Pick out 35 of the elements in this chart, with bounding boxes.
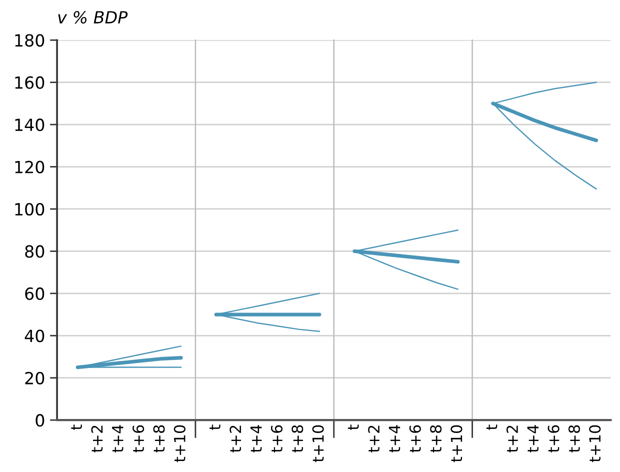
x-tick-label: t+8	[430, 425, 442, 452]
x-tick-label: t	[210, 424, 220, 430]
x-tick-label: t+4	[388, 425, 400, 452]
x-tick-label: t+2	[368, 426, 380, 452]
x-tick-label: t+10	[174, 425, 186, 462]
y-tick-label: 40	[24, 330, 44, 342]
x-tick-label: t+6	[548, 425, 560, 452]
y-tick-label: 120	[15, 160, 44, 174]
y-tick-label: 160	[15, 76, 44, 89]
y-tick-label: 100	[15, 202, 44, 216]
y-tick-label: 20	[25, 372, 44, 384]
x-tick-label: t+8	[153, 425, 165, 452]
y-tick-label: 60	[25, 287, 44, 300]
x-tick-label: t+6	[270, 425, 283, 452]
x-tick-label: t+4	[250, 425, 262, 452]
x-tick-label: t+8	[292, 425, 304, 452]
x-tick-label: t+6	[132, 425, 144, 452]
x-tick-label: t	[348, 424, 359, 430]
x-tick-label: t+6	[409, 425, 421, 452]
y-tick-label: 140	[15, 118, 44, 132]
y-tick-label: 80	[25, 245, 44, 258]
x-tick-label: t+10	[312, 425, 324, 462]
y-axis-title: v % BDP	[58, 10, 128, 24]
x-tick-label: t	[71, 424, 82, 430]
y-tick-label: 180	[15, 34, 44, 47]
x-tick-label: t+2	[506, 426, 518, 452]
y-tick-label: 0	[36, 414, 44, 427]
x-tick-label: t+4	[527, 425, 538, 452]
x-tick-label: t	[486, 424, 498, 430]
x-tick-label: t+2	[230, 426, 241, 452]
x-tick-label: t+10	[589, 425, 601, 462]
x-tick-label: t+4	[112, 425, 124, 452]
x-tick-label: t+2	[91, 426, 103, 452]
x-tick-label: t+8	[568, 425, 580, 452]
x-tick-label: t+10	[450, 425, 462, 462]
